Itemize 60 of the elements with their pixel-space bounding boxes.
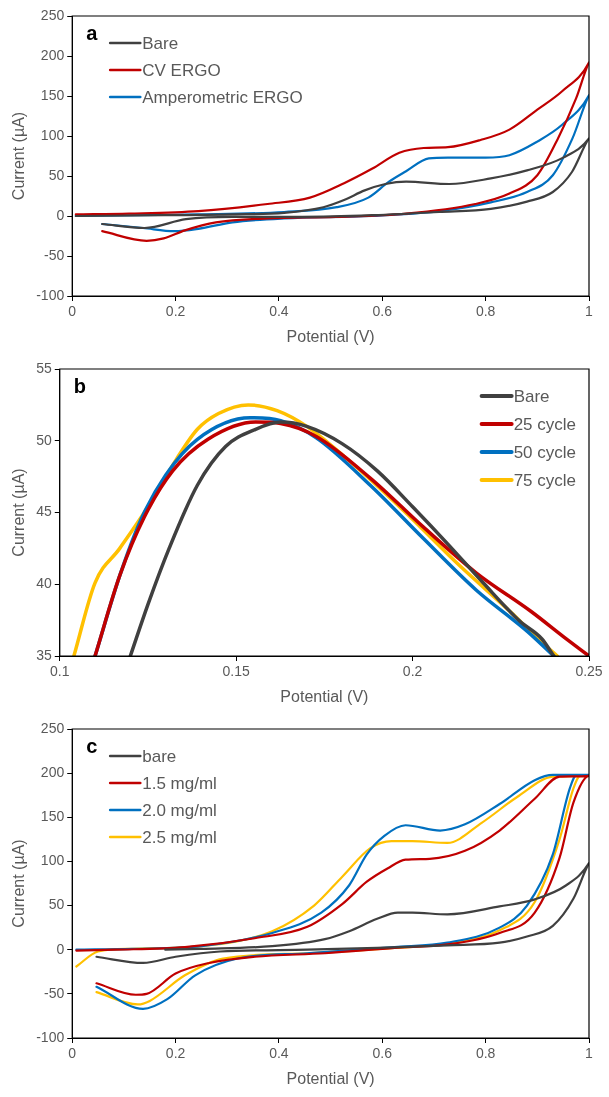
y-tick-label: -100 (36, 286, 65, 303)
x-axis-title: Potential (V) (286, 1069, 375, 1087)
y-tick-label: 50 (36, 431, 52, 448)
y-tick-label: 100 (40, 852, 65, 869)
legend-label: bare (142, 746, 177, 766)
y-tick-label: 200 (40, 46, 65, 63)
y-tick-label: 100 (40, 126, 65, 143)
x-tick-label: 0.4 (269, 303, 289, 320)
y-axis-title: Current (µA) (10, 468, 28, 557)
legend-label: 1.5 mg/ml (142, 773, 217, 793)
y-tick-label: 45 (36, 503, 52, 520)
x-tick-label: 0.25 (575, 663, 603, 680)
y-tick-label: 250 (40, 6, 65, 23)
y-tick-label: -50 (43, 246, 65, 263)
y-tick-label: 0 (56, 206, 65, 223)
x-axis-title: Potential (V) (286, 327, 375, 345)
y-tick-label: -50 (43, 984, 65, 1001)
legend-label: 50 cycle (513, 442, 577, 462)
y-tick-label: 0 (56, 940, 65, 957)
x-tick-label: 0.8 (475, 1045, 496, 1062)
line-series (74, 61, 589, 242)
legend-label: 75 cycle (513, 470, 577, 490)
x-tick-label: 0.2 (165, 1045, 186, 1062)
x-tick-label: 0.2 (402, 663, 423, 680)
line-series (95, 862, 589, 965)
x-tick-label: 0 (68, 1045, 77, 1062)
legend-label: 25 cycle (513, 414, 577, 434)
chart-title: c (86, 734, 98, 757)
x-tick-label: 0.6 (372, 303, 393, 320)
x-tick-label: 0.1 (50, 663, 70, 680)
y-axis-title: Current (µA) (10, 839, 28, 928)
x-tick-label: 1 (585, 1045, 594, 1062)
x-tick-label: 0.8 (475, 303, 496, 320)
x-axis-title: Potential (V) (280, 687, 369, 705)
x-tick-label: 0.15 (222, 663, 251, 680)
y-tick-label: 250 (40, 719, 65, 736)
x-tick-label: 0.4 (269, 1045, 289, 1062)
y-tick-label: 40 (36, 575, 52, 592)
legend-label: 2.5 mg/ml (142, 827, 217, 847)
y-tick-label: 150 (40, 86, 65, 103)
x-tick-label: 0.2 (165, 303, 186, 320)
chart-title: a (86, 21, 99, 44)
legend-label: Amperometric ERGO (142, 87, 303, 107)
x-tick-label: 1 (585, 303, 594, 320)
y-tick-label: 35 (36, 646, 52, 663)
legend-label: Bare (513, 386, 550, 406)
y-tick-label: 50 (48, 896, 65, 913)
y-tick-label: 55 (36, 359, 52, 376)
chart-title: b (73, 374, 86, 397)
legend-label: CV ERGO (142, 60, 221, 80)
y-tick-label: -100 (36, 1028, 65, 1045)
y-tick-label: 50 (48, 166, 65, 183)
line-series (74, 137, 589, 230)
x-tick-label: 0.6 (372, 1045, 393, 1062)
legend-label: 2.0 mg/ml (142, 800, 217, 820)
x-tick-label: 0 (68, 303, 77, 320)
y-tick-label: 150 (40, 808, 65, 825)
y-axis-title: Current (µA) (10, 111, 28, 201)
y-tick-label: 200 (40, 764, 65, 780)
legend-label: Bare (142, 33, 179, 53)
